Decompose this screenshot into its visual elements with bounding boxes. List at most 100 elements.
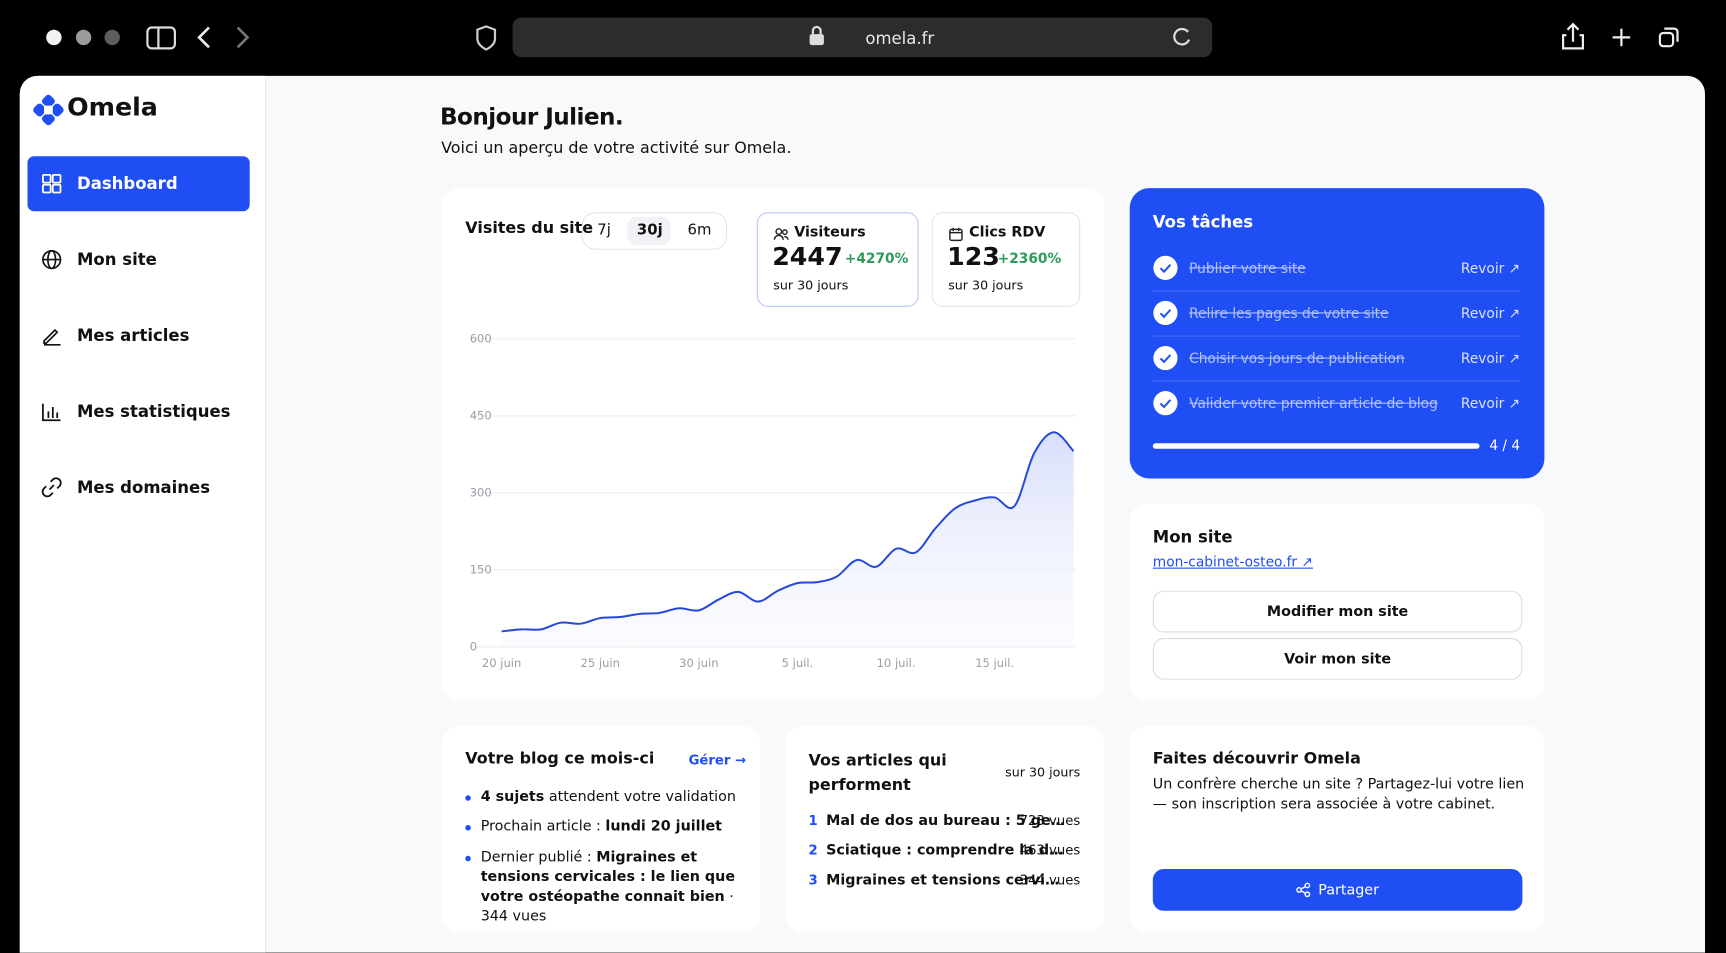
x-tick-label: 25 juin: [581, 656, 620, 670]
site-link[interactable]: mon-cabinet-osteo.fr ↗: [1152, 553, 1313, 570]
sidebar: [19, 75, 267, 953]
task-separator: [1152, 380, 1521, 382]
task-item: Choisir vos jours de publication Revoir ↗: [1153, 337, 1520, 381]
card-title: Faites découvrir Omela: [1152, 750, 1361, 768]
x-tick-label: 10 juil.: [877, 656, 916, 670]
article-views: 344 vues: [1019, 872, 1081, 888]
area-fill: [501, 432, 1074, 647]
article-views: 723 vues: [1019, 812, 1081, 829]
task-item: Valider votre premier article de blog Rev…: [1153, 382, 1520, 426]
stat-card[interactable]: [931, 212, 1081, 307]
button-label: Partager: [1318, 881, 1379, 899]
task-action[interactable]: Revoir ↗: [1460, 259, 1521, 277]
progress-bar: [1152, 443, 1480, 449]
stat-period: sur 30 jours: [773, 277, 849, 293]
check-mark: [1159, 354, 1172, 364]
reload-button[interactable]: [1173, 27, 1191, 46]
window-minimize[interactable]: [75, 29, 92, 46]
task-item: Relire les pages de votre site Revoir ↗: [1153, 292, 1520, 336]
y-tick-label: 300: [470, 485, 492, 499]
range-selector: [581, 212, 728, 250]
range-button[interactable]: 30j: [636, 221, 663, 239]
sidebar-toggle[interactable]: [146, 26, 177, 50]
line: [501, 431, 1075, 633]
button[interactable]: Modifier mon site: [1152, 590, 1523, 633]
blog-item-text: Prochain article : lundi 20 juillet: [481, 817, 741, 837]
check-circle: [1153, 300, 1178, 326]
window-close[interactable]: [46, 29, 62, 46]
nav-icon: [42, 249, 62, 270]
range-button[interactable]: 7j: [597, 221, 611, 239]
blog-item-text: 4 sujets attendent votre validation: [481, 788, 741, 808]
new-tab-button[interactable]: [1612, 28, 1631, 47]
article-row[interactable]: 3 Migraines et tensions cervi… 344 vues: [809, 872, 1081, 894]
stat-label: Visiteurs: [794, 224, 866, 241]
page-title: Bonjour Julien.: [440, 103, 624, 130]
nav-item[interactable]: Dashboard: [27, 156, 250, 212]
tasks-card: [1129, 188, 1545, 479]
stat-value: 123: [947, 243, 1000, 272]
article-rank: 3: [808, 872, 818, 888]
task-label: Publier votre site: [1189, 259, 1306, 277]
window-zoom[interactable]: [104, 29, 120, 46]
visits-chart: 0 150 300 450 600 20 juin 25 juin 30 juin 5 juil…: [470, 331, 1076, 670]
blog-item: Dernier publié : Migraines et tensions c…: [465, 848, 740, 927]
nav-icon: [43, 328, 61, 346]
back-button[interactable]: [197, 26, 210, 49]
privacy-icon[interactable]: [476, 25, 497, 51]
task-label: Choisir vos jours de publication: [1189, 349, 1405, 367]
card-title: Visites du site: [465, 220, 594, 238]
nav-item[interactable]: Mon site: [28, 232, 250, 287]
check-circle: [1153, 345, 1178, 371]
article-row[interactable]: 1 Mal de dos au bureau : 5 ge… 723 vues: [809, 813, 1081, 835]
button-label: Voir mon site: [1284, 650, 1392, 668]
stat-card[interactable]: [756, 212, 919, 307]
x-tick-label: 20 juin: [482, 656, 521, 670]
task-check: [1153, 391, 1178, 416]
text-segment: 4 sujets: [480, 788, 545, 806]
tabs-button[interactable]: [1658, 27, 1679, 48]
nav-item[interactable]: Mes statistiques: [28, 384, 250, 439]
text-segment: lundi 20 juillet: [605, 818, 723, 835]
task-check: [1153, 300, 1178, 326]
article-title: Migraines et tensions cervi…: [826, 872, 1060, 889]
article-title: Sciatique : comprendre la d…: [826, 842, 1064, 860]
button[interactable]: Voir mon site: [1152, 638, 1523, 680]
article-row[interactable]: 2 Sciatique : comprendre la d… 463 vues: [809, 843, 1081, 865]
card-title: Mon site: [1152, 526, 1233, 547]
check-circle: [1153, 255, 1178, 280]
article-views: 463 vues: [1019, 842, 1081, 858]
check-mark: [1159, 263, 1172, 274]
x-tick-label: 30 juin: [679, 656, 718, 670]
check-mark: [1159, 309, 1172, 319]
task-check: [1153, 345, 1178, 371]
blog-item: 4 sujets attendent votre validation: [465, 788, 740, 808]
task-action[interactable]: Revoir ↗: [1460, 349, 1521, 367]
stat-change: +4270%: [844, 249, 909, 267]
url-bar[interactable]: [512, 17, 1213, 58]
nav-item[interactable]: Mes domaines: [28, 460, 250, 515]
task-separator: [1152, 290, 1521, 292]
nav-item[interactable]: Mes articles: [28, 308, 250, 363]
share-icon: [1296, 882, 1311, 898]
card-title: Vos tâches: [1152, 212, 1254, 233]
nav-label: Mon site: [77, 249, 157, 270]
text-segment: attendent votre validation: [544, 788, 736, 806]
task-action[interactable]: Revoir ↗: [1460, 304, 1521, 322]
check-mark: [1159, 399, 1172, 409]
card-title: Votre blog ce mois-ci: [465, 750, 655, 768]
share-text: Un confrère cherche un site ? Partagez-l…: [1152, 776, 1525, 813]
stat-label: Clics RDV: [969, 224, 1046, 241]
task-check: [1153, 255, 1178, 280]
nav-label: Dashboard: [77, 173, 178, 194]
range-button[interactable]: 6m: [687, 221, 712, 239]
share-button[interactable]: [1562, 22, 1585, 50]
share-button[interactable]: Partager: [1152, 869, 1523, 911]
task-action[interactable]: Revoir ↗: [1460, 394, 1521, 412]
manage-link[interactable]: Gérer →: [688, 752, 747, 768]
forward-button[interactable]: [236, 26, 250, 49]
article-title: Mal de dos au bureau : 5 ge…: [826, 812, 1065, 830]
nav-label: Mes articles: [77, 325, 190, 346]
